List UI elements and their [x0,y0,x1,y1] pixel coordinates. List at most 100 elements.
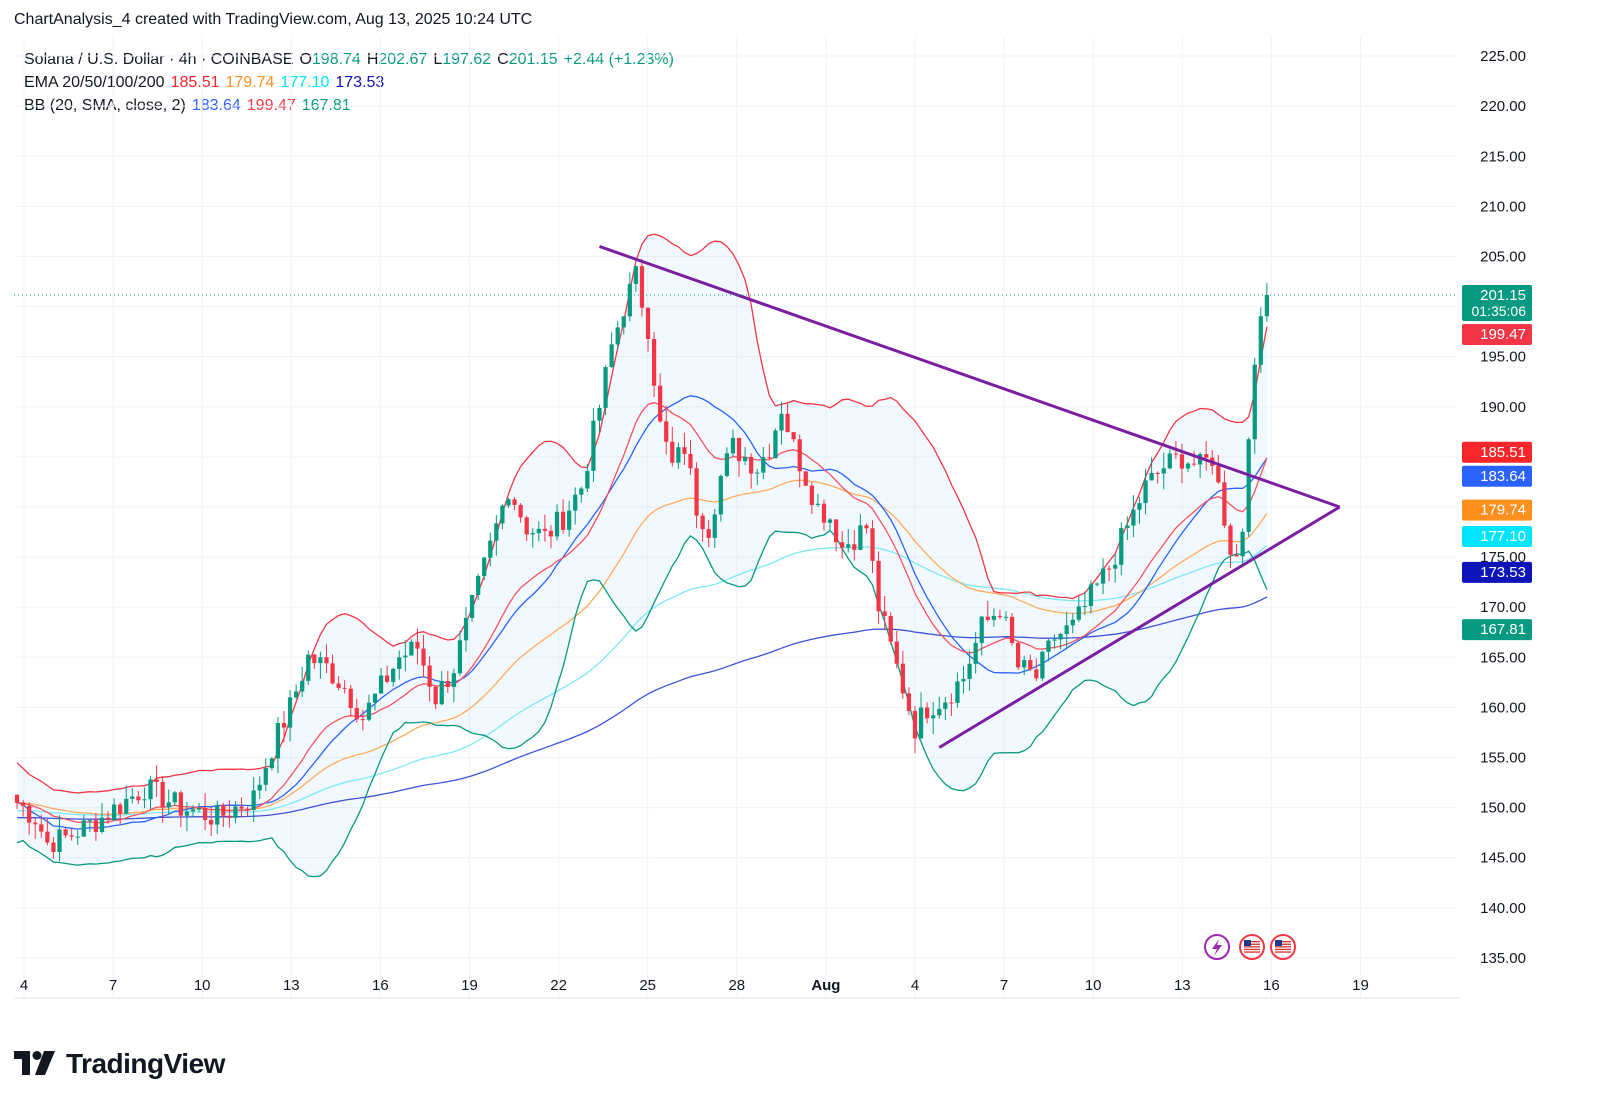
candle-body [190,809,196,812]
candle [1222,470,1227,529]
candle [615,321,620,349]
x-tick-label: 25 [639,977,656,994]
candle-body [57,829,62,852]
x-tick-label: 13 [1174,977,1191,994]
candle [1234,544,1239,557]
candle-body [706,529,711,538]
candle-body [81,820,86,837]
candle [536,521,541,542]
candle [409,639,414,656]
candle [1258,307,1263,374]
y-tick-label: 165.00 [1480,649,1526,666]
ema-label: EMA 20/50/100/200 [24,74,165,91]
y-tick-label: 145.00 [1480,850,1526,867]
ema-legend-row[interactable]: EMA 20/50/100/200 185.51 179.74 177.10 173.5… [24,71,680,94]
candle-body [1228,525,1233,555]
candle [585,464,590,493]
price-tag-bg [1462,499,1532,521]
candle [81,815,86,838]
price-tag-bg [1462,619,1532,641]
flag-stripe [1275,948,1291,951]
candle [645,307,651,352]
candle-body [591,420,596,471]
candle-body [469,594,475,618]
candle [130,787,135,804]
symbol-title[interactable]: Solana / U.S. Dollar · 4h · COINBASE [24,51,294,68]
candle [664,405,669,455]
candle-body [548,530,554,537]
candle [330,654,335,685]
candle [294,684,299,699]
candle [1088,580,1094,614]
candle-body [1028,660,1033,670]
bb-legend-row[interactable]: BB (20, SMA, close, 2) 183.64 199.47 167.81 [24,94,680,117]
candle [991,608,996,627]
candle [597,404,602,433]
candle-body [99,817,105,832]
candle-body [1149,472,1154,481]
candle [148,775,153,810]
candle-body [791,432,796,440]
candle [621,316,626,335]
candle [761,447,766,479]
candle-body [172,792,177,803]
candle-body [209,819,214,825]
x-tick-label: 4 [911,977,919,994]
candle-body [105,817,111,821]
candle-body [476,576,481,595]
candle-body [324,657,329,664]
candle [275,716,281,774]
candle [791,431,796,443]
candle-body [148,779,153,800]
candle [306,650,311,685]
candle-body [530,533,535,535]
price-tag-label: 177.10 [1480,528,1526,545]
candle-body [609,344,614,368]
candle [961,665,966,694]
candle [912,706,918,754]
candle-body [524,517,529,535]
candles [14,259,1270,862]
candle-body [1258,316,1263,365]
tradingview-logo[interactable]: TradingView [14,1048,225,1080]
candle [457,630,463,676]
candle-body [1185,463,1191,469]
candle-body [603,367,608,408]
candle [633,265,639,292]
candle [1143,468,1148,515]
ema200-value: 173.53 [335,74,385,91]
candle [955,672,960,708]
y-tick-label: 135.00 [1480,950,1526,967]
price-tag-label: 199.47 [1480,326,1526,343]
candle [548,525,554,549]
candle-body [269,758,274,769]
candle [1058,632,1063,650]
candle [1040,650,1045,682]
candle-body [700,515,705,530]
candle-body [14,794,20,803]
price-chart[interactable]: 225.00220.00215.00210.00205.00200.00195.… [0,0,1600,1030]
candle [245,806,250,817]
candle-body [1094,583,1100,585]
candle [785,403,790,433]
price-tag-label: 179.74 [1480,502,1526,519]
candle [627,272,632,322]
candle-body [676,447,681,463]
candle [463,606,469,652]
candle [694,462,699,529]
candle [397,650,402,680]
candle [1100,558,1106,595]
candle-body [682,447,687,454]
candle [190,805,196,818]
candle-body [864,525,869,529]
candle-body [567,510,572,530]
candle [1064,611,1069,650]
candle-body [627,283,632,317]
candle-body [1173,453,1178,455]
candle [257,776,262,799]
candle-body [670,441,675,463]
candle-body [985,616,990,620]
ema20-value: 185.51 [170,74,220,91]
y-tick-label: 170.00 [1480,599,1526,616]
candle-body [1046,640,1051,652]
